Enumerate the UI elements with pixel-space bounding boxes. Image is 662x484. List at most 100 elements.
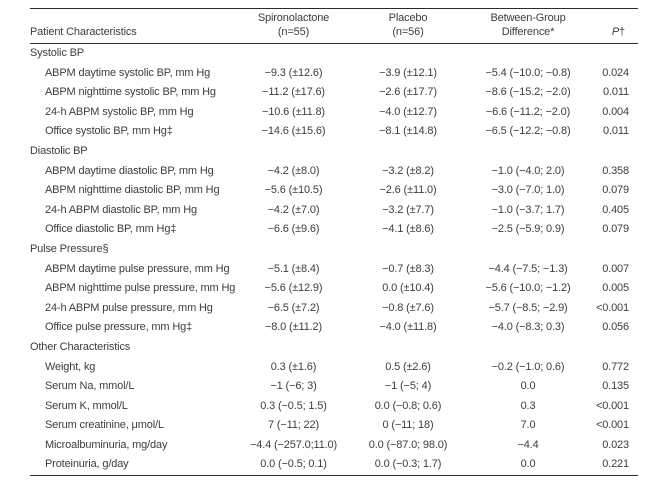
- cell-between-group-difference: −1.0 (−3.7; 1.7): [491, 203, 565, 216]
- p-symbol: P: [611, 25, 620, 38]
- row-label: ABPM nighttime pulse pressure, mm Hg: [45, 282, 236, 295]
- row-label: Microalbuminuria, mg/day: [45, 438, 168, 451]
- cell-p-value: 0.079: [602, 223, 629, 236]
- row-label: ABPM daytime pulse pressure, mm Hg: [45, 262, 230, 275]
- cell-placebo: −4.1 (±8.6): [382, 223, 434, 236]
- section-label: Pulse Pressure§: [30, 242, 109, 255]
- cell-p-value: 0.024: [602, 66, 629, 79]
- table-row: 24-h ABPM diastolic BP, mm Hg −4.2 (±7.0…: [30, 201, 638, 221]
- table-row: Office pulse pressure, mm Hg‡ −8.0 (±11.…: [30, 318, 638, 338]
- col-header-placebo: Placebo (n=56): [352, 8, 464, 44]
- row-label: Serum creatinine, μmol/L: [45, 419, 164, 432]
- cell-spironolactone: 0.3 (±1.6): [270, 360, 317, 373]
- row-label: 24-h ABPM pulse pressure, mm Hg: [45, 301, 213, 314]
- col-header-spironolactone: Spironolactone (n=55): [235, 8, 352, 44]
- section-header-row: Systolic BP: [30, 44, 638, 64]
- cell-between-group-difference: −4.4 (−7.5; −1.3): [488, 262, 568, 275]
- cell-between-group-difference: −0.2 (−1.0; 0.6): [491, 360, 565, 373]
- section-header-row: Pulse Pressure§: [30, 240, 638, 260]
- table-row: ABPM daytime pulse pressure, mm Hg −5.1 …: [30, 260, 638, 280]
- row-label: ABPM nighttime diastolic BP, mm Hg: [45, 184, 220, 197]
- cell-p-value: 0.772: [602, 360, 629, 373]
- cell-spironolactone: −4.2 (±7.0): [267, 203, 320, 216]
- cell-placebo: −1 (−5; 4): [384, 380, 432, 393]
- cell-spironolactone: −1 (−6; 3): [270, 380, 317, 393]
- cell-p-value: 0.011: [603, 86, 629, 99]
- cell-between-group-difference: −8.6 (−15.2; −2.0): [485, 86, 571, 99]
- row-label: ABPM daytime systolic BP, mm Hg: [45, 66, 211, 79]
- cell-placebo: 0.0 (±10.4): [382, 282, 434, 295]
- cell-p-value: <0.001: [595, 419, 629, 432]
- section-header-row: Other Characteristics: [30, 338, 638, 358]
- cell-p-value: 0.079: [602, 184, 629, 197]
- cell-placebo: −4.0 (±11.8): [379, 321, 437, 334]
- journal-table: Patient Characteristics Spironolactone (…: [30, 8, 638, 477]
- cell-placebo: −0.7 (±8.3): [382, 262, 434, 275]
- cell-placebo: −0.8 (±7.6): [382, 301, 434, 314]
- cell-placebo: 0.0 (−0.8; 0.6): [374, 399, 442, 412]
- cell-spironolactone: −4.2 (±8.0): [267, 164, 320, 177]
- col-header-between-group-difference: Between-Group Difference*: [464, 8, 592, 44]
- cell-spironolactone: 0.3 (−0.5; 1.5): [260, 399, 327, 412]
- cell-spironolactone: −6.6 (±9.6): [267, 223, 320, 236]
- table-row: Office systolic BP, mm Hg‡ −14.6 (±15.6)…: [30, 122, 638, 142]
- table-body: Systolic BP ABPM daytime systolic BP, mm…: [30, 44, 638, 476]
- cell-between-group-difference: −4.0 (−8.3; 0.3): [491, 321, 565, 334]
- cell-spironolactone: −10.6 (±11.8): [262, 105, 325, 118]
- table-row: Serum K, mmol/L 0.3 (−0.5; 1.5) 0.0 (−0.…: [30, 397, 638, 417]
- cell-placebo: 0.0 (−0.3; 1.7): [374, 458, 442, 471]
- cell-between-group-difference: 0.0: [520, 458, 536, 471]
- cell-between-group-difference: −4.4: [517, 438, 539, 451]
- cell-p-value: 0.221: [602, 458, 629, 471]
- cell-between-group-difference: 7.0: [520, 419, 536, 432]
- cell-p-value: 0.023: [602, 438, 629, 451]
- row-label: Office systolic BP, mm Hg‡: [45, 125, 173, 138]
- patient-characteristics-table: Patient Characteristics Spironolactone (…: [30, 8, 638, 477]
- row-label: 24-h ABPM diastolic BP, mm Hg: [45, 203, 197, 216]
- table-row: Proteinuria, g/day 0.0 (−0.5; 0.1) 0.0 (…: [30, 455, 638, 475]
- cell-p-value: 0.405: [602, 203, 629, 216]
- table-row: Office diastolic BP, mm Hg‡ −6.6 (±9.6) …: [30, 220, 638, 240]
- row-label: Office diastolic BP, mm Hg‡: [45, 223, 177, 236]
- row-label: ABPM daytime diastolic BP, mm Hg: [45, 164, 214, 177]
- section-label: Diastolic BP: [30, 144, 88, 157]
- cell-between-group-difference: −6.5 (−12.2; −0.8): [485, 125, 571, 138]
- col-header-between-group-line2: Difference*: [501, 25, 555, 38]
- cell-placebo: 0 (−11; 18): [382, 419, 434, 432]
- section-header-row: Diastolic BP: [30, 142, 638, 162]
- row-label: Serum K, mmol/L: [45, 399, 128, 412]
- cell-between-group-difference: −5.7 (−8.5; −2.9): [488, 301, 568, 314]
- cell-spironolactone: −5.6 (±10.5): [264, 184, 323, 197]
- cell-between-group-difference: −6.6 (−11.2; −2.0): [485, 105, 571, 118]
- cell-p-value: 0.011: [603, 125, 629, 138]
- cell-between-group-difference: 0.3: [520, 399, 536, 412]
- cell-placebo: −8.1 (±14.8): [379, 125, 437, 138]
- col-header-placebo-name: Placebo: [388, 12, 428, 24]
- cell-spironolactone: −11.2 (±17.6): [262, 86, 325, 99]
- cell-between-group-difference: −1.0 (−4.0; 2.0): [491, 164, 565, 177]
- cell-placebo: −4.0 (±12.7): [379, 105, 437, 118]
- table-row: Serum creatinine, μmol/L 7 (−11; 22) 0 (…: [30, 416, 638, 436]
- header-row: Patient Characteristics Spironolactone (…: [30, 8, 638, 44]
- col-header-placebo-n: (n=56): [392, 25, 424, 38]
- cell-placebo: −3.2 (±8.2): [382, 164, 434, 177]
- table-row: ABPM nighttime pulse pressure, mm Hg −5.…: [30, 279, 638, 299]
- cell-spironolactone: −5.6 (±12.9): [264, 282, 323, 295]
- cell-placebo: −2.6 (±17.7): [379, 86, 437, 99]
- cell-spironolactone: −5.1 (±8.4): [267, 262, 320, 275]
- section-label: Systolic BP: [30, 47, 84, 59]
- cell-placebo: 0.5 (±2.6): [385, 360, 431, 373]
- row-label: ABPM nighttime systolic BP, mm Hg: [45, 86, 216, 99]
- cell-p-value: 0.004: [602, 105, 629, 118]
- row-label: Proteinuria, g/day: [45, 458, 129, 471]
- cell-placebo: −2.6 (±11.0): [379, 184, 437, 197]
- cell-placebo: 0.0 (−87.0; 98.0): [368, 438, 448, 451]
- cell-p-value: 0.056: [602, 321, 629, 334]
- cell-p-value: <0.001: [595, 301, 629, 314]
- cell-p-value: 0.135: [602, 380, 629, 393]
- section-label: Other Characteristics: [30, 340, 131, 353]
- table-row: Weight, kg 0.3 (±1.6) 0.5 (±2.6) −0.2 (−…: [30, 358, 638, 378]
- col-header-p-value: P†: [592, 8, 638, 44]
- cell-p-value: <0.001: [595, 399, 629, 412]
- col-header-spironolactone-name: Spironolactone: [257, 12, 330, 24]
